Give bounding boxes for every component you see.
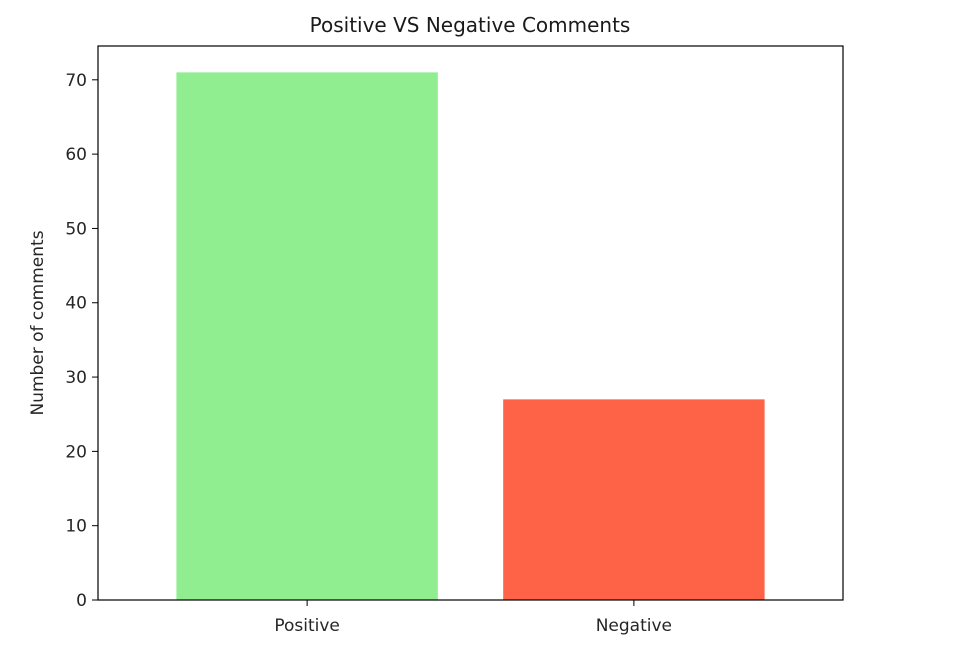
y-tick-label: 30 — [65, 368, 87, 388]
plot-frame — [97, 45, 844, 601]
bar-positive — [176, 72, 438, 600]
y-tick-label: 40 — [65, 294, 87, 314]
x-axis-ticks: Positive Negative — [274, 600, 672, 636]
bar-negative — [503, 399, 765, 600]
y-tick-label: 20 — [65, 442, 87, 462]
y-tick-label: 10 — [65, 517, 87, 537]
x-tick-label: Positive — [274, 616, 340, 636]
y-tick-label: 50 — [65, 219, 87, 239]
bars-group — [176, 72, 765, 600]
y-tick-label: 60 — [65, 145, 87, 165]
x-tick-label: Negative — [596, 616, 672, 636]
y-axis-ticks: 0 10 20 30 40 50 60 70 — [65, 71, 98, 611]
chart-title: Positive VS Negative Comments — [310, 13, 631, 37]
y-axis-label: Number of comments — [28, 230, 48, 415]
y-tick-label: 70 — [65, 71, 87, 91]
y-tick-label: 0 — [76, 591, 87, 611]
